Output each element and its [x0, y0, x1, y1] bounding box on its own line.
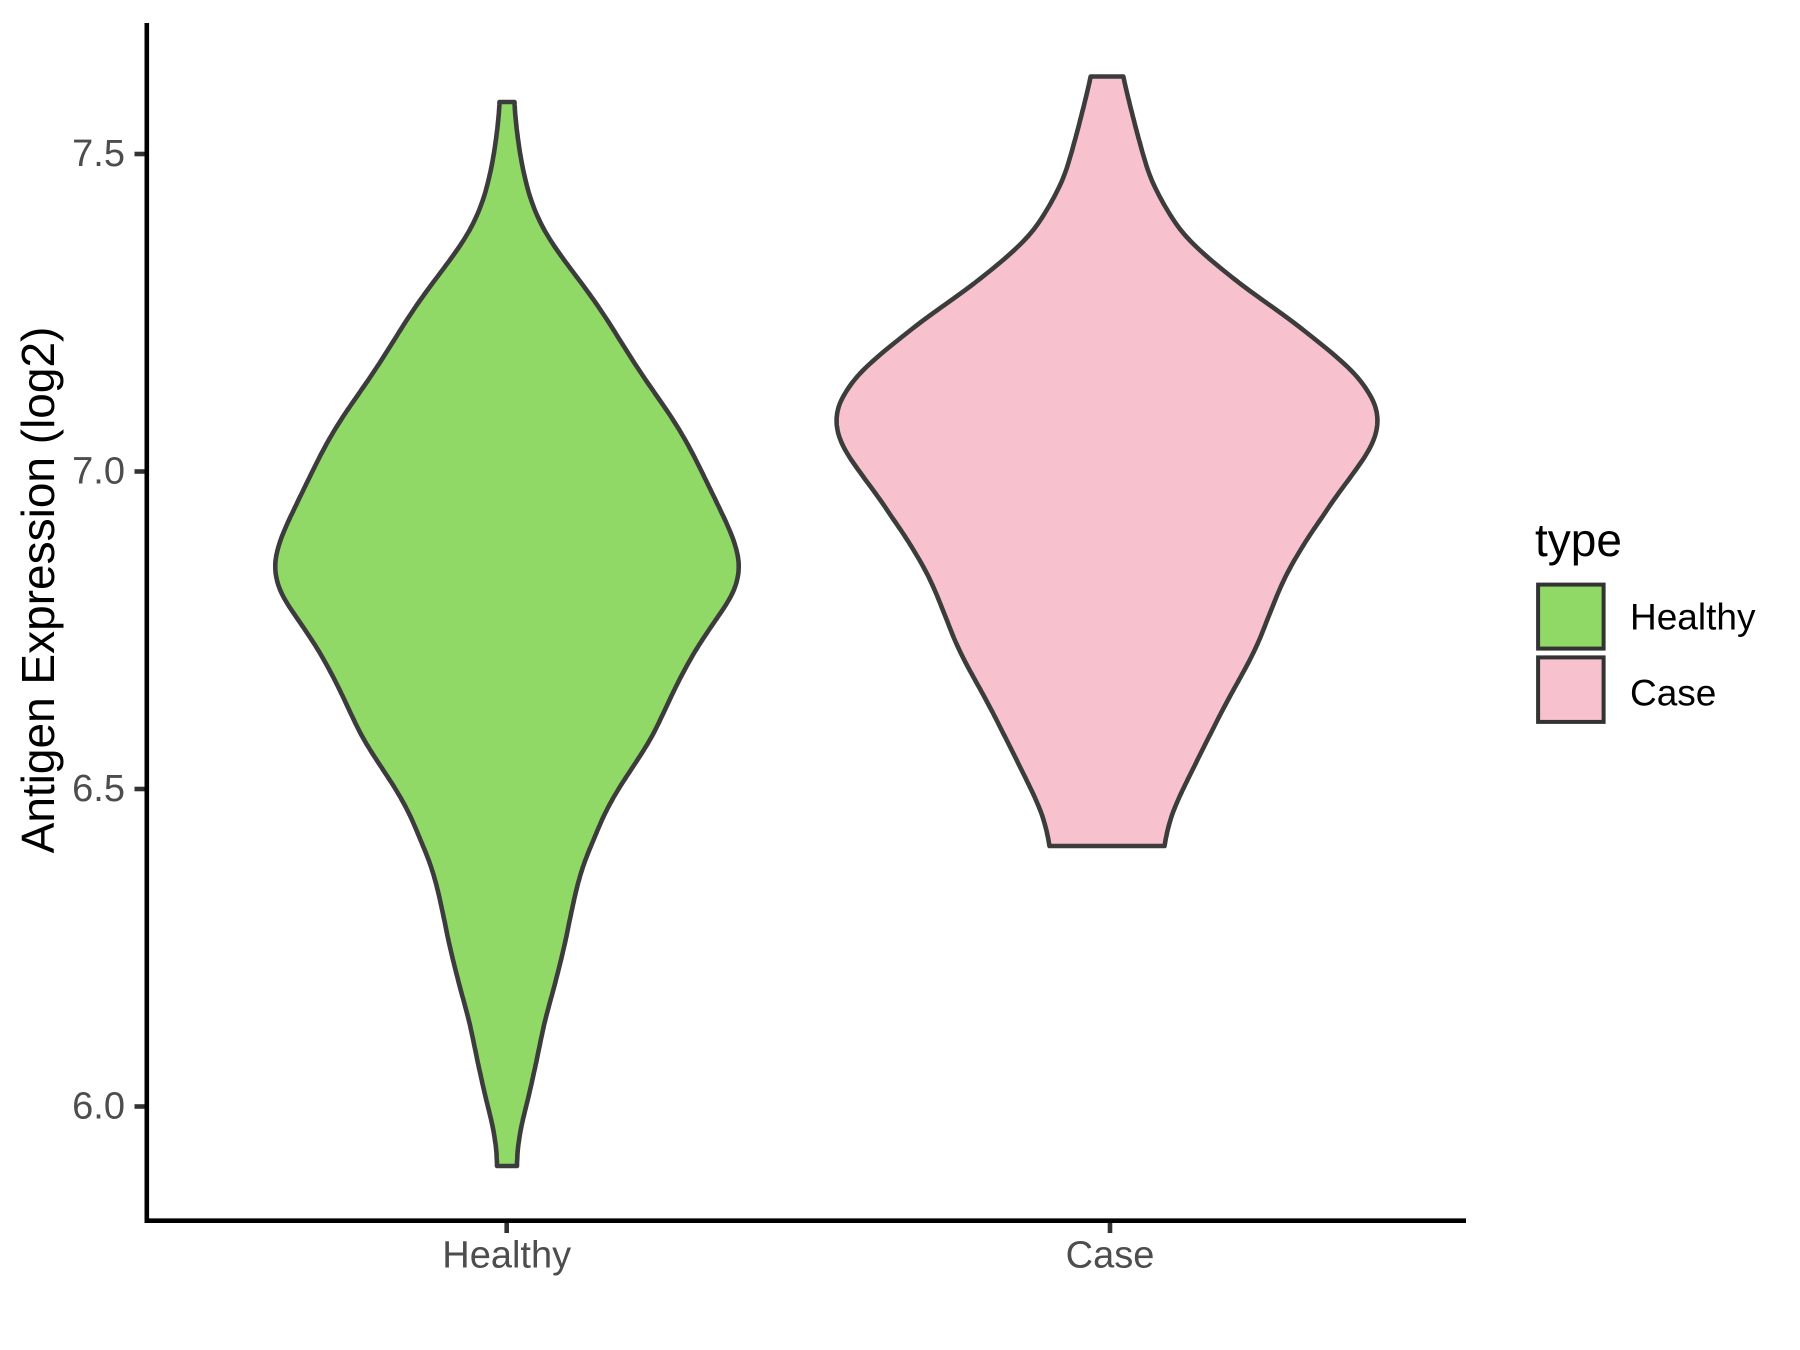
svg-text:Case: Case — [1630, 673, 1716, 714]
svg-text:Healthy: Healthy — [442, 1234, 571, 1276]
svg-text:7.0: 7.0 — [72, 451, 125, 493]
svg-text:Healthy: Healthy — [1630, 597, 1756, 638]
svg-text:6.0: 6.0 — [72, 1086, 125, 1128]
svg-text:6.5: 6.5 — [72, 768, 125, 810]
svg-text:Antigen Expression (log2): Antigen Expression (log2) — [12, 327, 64, 854]
svg-text:7.5: 7.5 — [72, 133, 125, 175]
svg-text:type: type — [1535, 514, 1622, 566]
svg-text:Case: Case — [1066, 1234, 1155, 1276]
